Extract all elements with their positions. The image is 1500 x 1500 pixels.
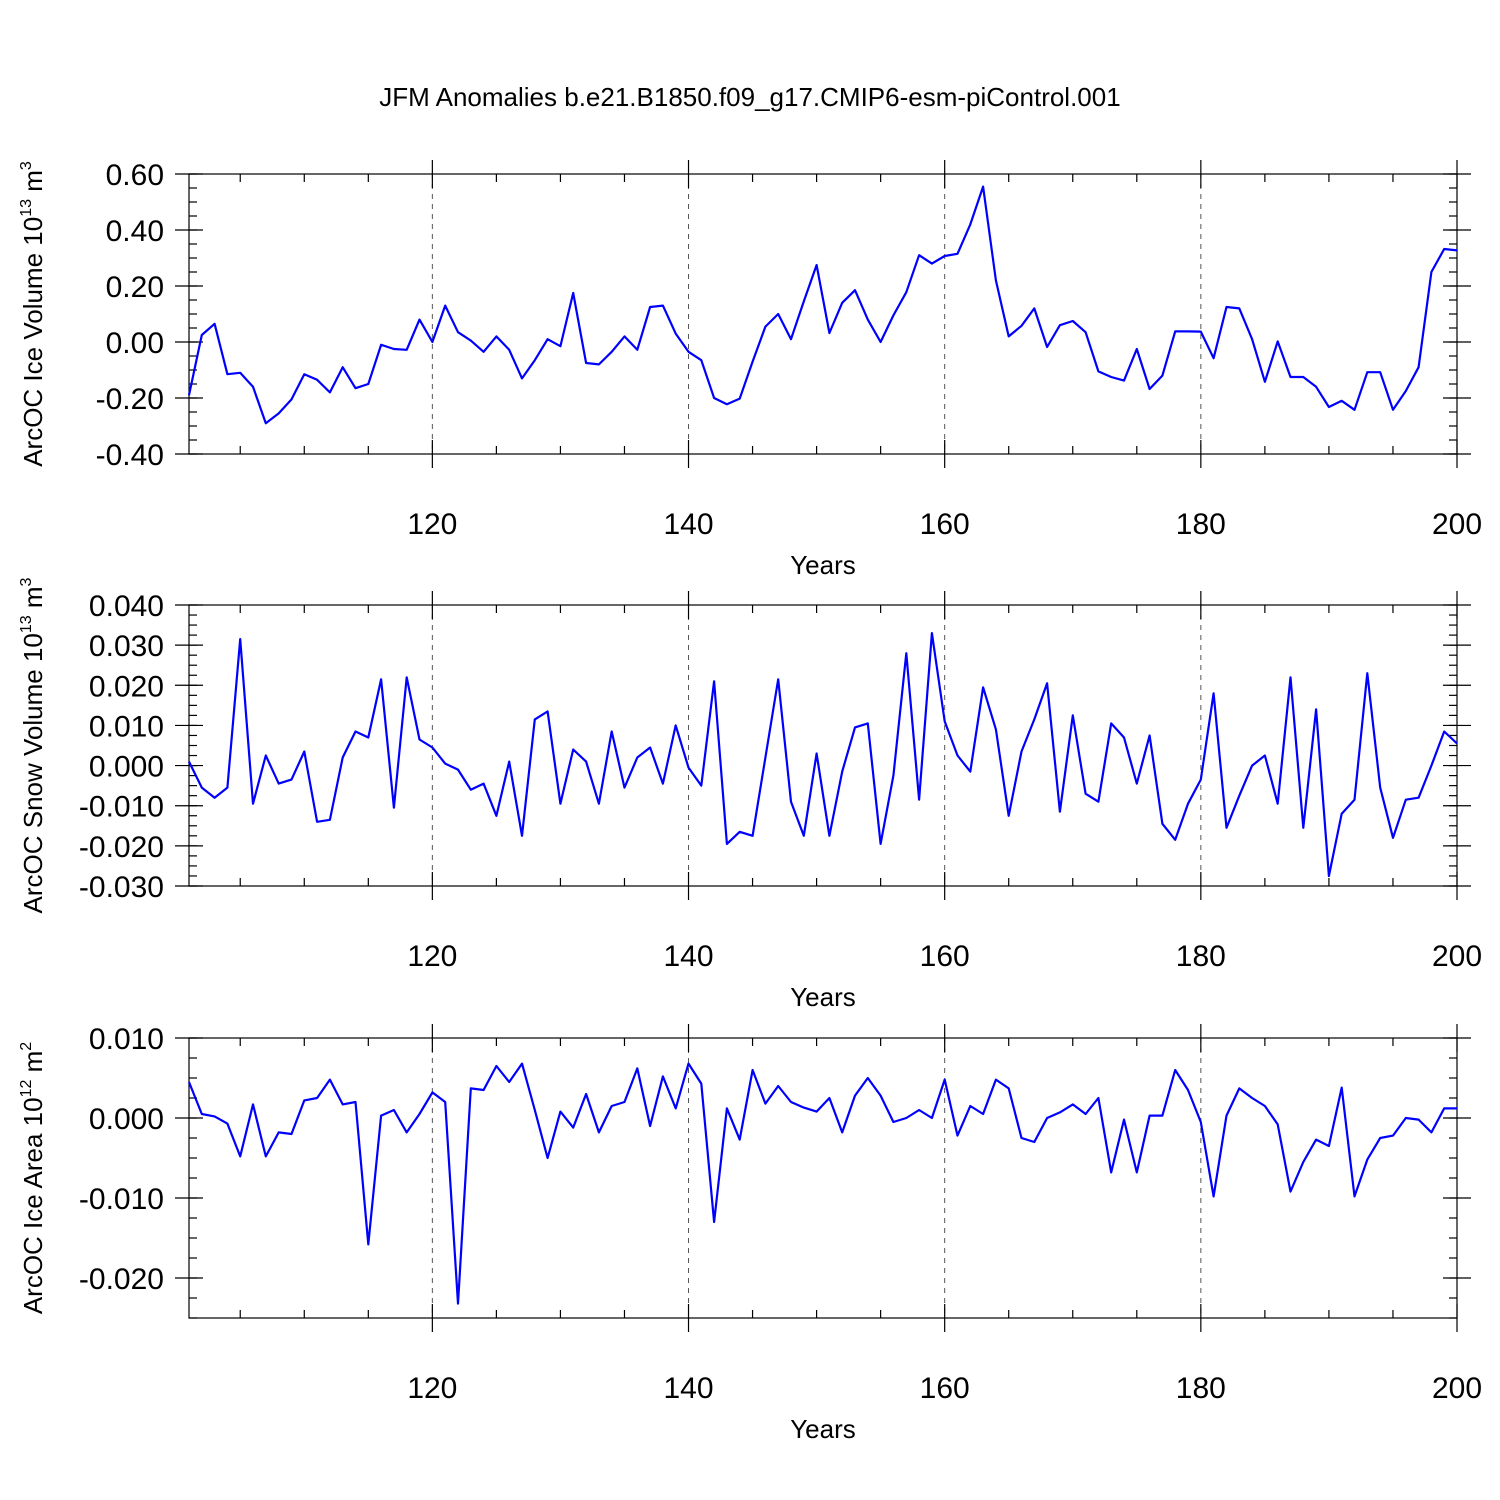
- x-tick-label: 180: [1176, 508, 1226, 541]
- y-tick-label: 0.000: [89, 1103, 164, 1136]
- y-tick-label: -0.030: [79, 871, 164, 904]
- series-line: [187, 1062, 1457, 1305]
- x-tick-label: 160: [920, 1372, 970, 1405]
- y-tick-label: -0.010: [79, 1183, 164, 1216]
- series-line: [188, 631, 1458, 878]
- y-tick-label: 0.00: [106, 327, 164, 360]
- plot-frame: [188, 173, 1458, 455]
- y-axis-title-exponent: 12: [18, 1080, 35, 1098]
- y-axis-title-unit: m: [18, 170, 48, 199]
- x-tick-label: 180: [1176, 1372, 1226, 1405]
- x-tick-label: 120: [407, 1372, 457, 1405]
- x-tick-label: 140: [663, 508, 713, 541]
- x-tick-label: 160: [920, 940, 970, 973]
- y-tick-label: -0.020: [79, 1263, 164, 1296]
- y-tick-label: 0.030: [89, 630, 164, 663]
- x-tick-label: 120: [407, 508, 457, 541]
- x-tick-label: 140: [663, 940, 713, 973]
- y-axis-title: ArcOC Snow Volume 1013 m3: [18, 577, 48, 913]
- chart-panel-2: -0.030 -0.020 -0.010 0.000 0.010 0.020 0.030 0.…: [18, 577, 1482, 1012]
- y-axis-title-text: ArcOC Ice Area 10: [18, 1097, 48, 1314]
- x-axis-title: Years: [790, 1414, 856, 1444]
- x-tick-label: 140: [663, 1372, 713, 1405]
- y-tick-label: -0.020: [79, 831, 164, 864]
- x-axis-title: Years: [790, 982, 856, 1012]
- y-axis-title-unit-exponent: 3: [18, 577, 35, 586]
- y-axis-title-exponent: 13: [18, 199, 35, 217]
- y-tick-label: 0.000: [89, 751, 164, 784]
- plot-frame: [188, 604, 1458, 887]
- chart-panel-1: -0.40 -0.20 0.00 0.20 0.40 0.60 120 140 160 180 20…: [18, 159, 1482, 580]
- chart-panel-3: -0.020 -0.010 0.000 0.010 120 140 160 180 200 Yea…: [18, 1023, 1482, 1444]
- y-tick-label: 0.010: [89, 1023, 164, 1056]
- x-tick-label: 180: [1176, 940, 1226, 973]
- x-tick-label: 200: [1432, 940, 1482, 973]
- y-tick-label: 0.60: [106, 159, 164, 192]
- y-axis-title-unit: m: [18, 586, 48, 615]
- y-axis-title-unit: m: [18, 1051, 48, 1080]
- x-tick-label: 160: [920, 508, 970, 541]
- plot-frame: [188, 1037, 1458, 1319]
- x-tick-label: 200: [1432, 508, 1482, 541]
- y-axis-title-unit-exponent: 2: [18, 1042, 35, 1051]
- y-axis-title: ArcOC Ice Volume 1013 m3: [18, 161, 48, 467]
- y-tick-label: 0.020: [89, 670, 164, 703]
- y-tick-label: -0.40: [96, 439, 164, 472]
- y-axis-title-unit-exponent: 3: [18, 161, 35, 170]
- y-axis-title-text: ArcOC Ice Volume 10: [18, 217, 48, 467]
- y-axis-title-text: ArcOC Snow Volume 10: [18, 633, 48, 913]
- series-line: [187, 185, 1458, 425]
- x-tick-label: 200: [1432, 1372, 1482, 1405]
- y-tick-label: -0.20: [96, 383, 164, 416]
- y-axis-title: ArcOC Ice Area 1012 m2: [18, 1042, 48, 1314]
- y-tick-label: 0.40: [106, 215, 164, 248]
- x-tick-label: 120: [407, 940, 457, 973]
- y-tick-label: 0.040: [89, 590, 164, 623]
- y-tick-label: 0.010: [89, 710, 164, 743]
- x-axis-title: Years: [790, 550, 856, 580]
- y-tick-label: 0.20: [106, 271, 164, 304]
- chart-title: JFM Anomalies b.e21.B1850.f09_g17.CMIP6-…: [379, 82, 1120, 112]
- y-axis-title-exponent: 13: [18, 615, 35, 633]
- y-tick-label: -0.010: [79, 791, 164, 824]
